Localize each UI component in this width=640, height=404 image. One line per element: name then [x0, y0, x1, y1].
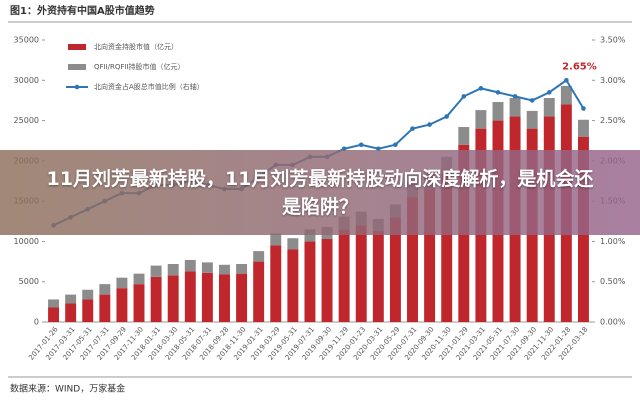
bar: [543, 98, 555, 117]
y-tick-label: 0: [34, 318, 39, 327]
annotation: 2.65%: [562, 61, 597, 72]
line-marker: [410, 126, 415, 131]
legend-swatch: [74, 84, 80, 90]
line-marker: [427, 122, 432, 127]
line-marker: [376, 146, 381, 152]
bar: [338, 229, 350, 322]
bar: [492, 102, 504, 121]
bar: [321, 239, 333, 322]
bar: [184, 259, 196, 272]
bar: [372, 230, 384, 322]
line-marker: [478, 86, 484, 91]
bar: [389, 217, 401, 322]
bar: [560, 85, 572, 105]
y2-tick-label: 0.50%: [600, 277, 626, 286]
bar: [526, 110, 538, 129]
bar: [167, 263, 179, 276]
line-marker: [529, 98, 535, 103]
bar: [65, 303, 77, 322]
line-marker: [341, 146, 347, 152]
bar: [509, 98, 521, 117]
bar: [133, 284, 145, 322]
line-marker: [581, 106, 586, 111]
bar: [270, 233, 282, 246]
bar: [65, 294, 77, 304]
y2-tick-label: 3.00%: [600, 76, 626, 85]
bar: [441, 172, 453, 322]
bar: [201, 272, 213, 322]
bar: [407, 197, 418, 322]
bar: [82, 299, 94, 322]
bar: [99, 284, 111, 295]
bar: [184, 271, 196, 322]
bar: [219, 274, 230, 322]
bar: [304, 241, 316, 322]
y2-tick-label: 1.00%: [600, 237, 626, 246]
y2-tick-label: 2.50%: [600, 116, 626, 125]
source: 数据来源：WIND，万家基金: [10, 383, 125, 395]
legend-swatch: [68, 44, 86, 50]
y-tick-label: 10000: [14, 237, 39, 246]
line-marker: [358, 142, 364, 148]
bar: [287, 249, 299, 322]
line-marker: [393, 142, 398, 148]
bar: [577, 119, 589, 137]
line-marker: [546, 90, 552, 95]
y-tick-label: 30000: [14, 76, 39, 85]
line-marker: [512, 94, 518, 99]
bar: [253, 261, 265, 322]
chart-title: 图1：外资持有中国A股市值趋势: [10, 4, 155, 17]
bar: [201, 262, 213, 273]
bar: [48, 299, 60, 308]
bar: [270, 245, 282, 322]
y-tick-label: 25000: [14, 116, 39, 125]
bar: [150, 276, 162, 322]
bar: [253, 251, 265, 262]
bar: [99, 294, 111, 322]
bar: [219, 264, 230, 275]
bar: [304, 229, 316, 242]
bar: [458, 127, 470, 145]
line-marker: [444, 114, 450, 119]
bar: [116, 288, 128, 322]
bar: [236, 263, 248, 274]
legend-label: QFII/RQFII持股市值（亿元）: [94, 62, 185, 71]
bar: [116, 277, 128, 289]
banner: 11月刘芳最新持股，11月刘芳最新持股动向深度解析，是机会还是陷阱？: [0, 150, 640, 235]
bar: [150, 265, 162, 277]
banner-text: 11月刘芳最新持股，11月刘芳最新持股动向深度解析，是机会还是陷阱？: [46, 167, 594, 218]
bar: [82, 289, 94, 300]
bar: [475, 110, 487, 129]
bar: [133, 273, 145, 285]
y2-tick-label: 0.00%: [600, 318, 626, 327]
y2-tick-label: 3.50%: [600, 36, 626, 45]
bar: [167, 275, 179, 322]
line-marker: [461, 94, 467, 99]
y-tick-label: 35000: [14, 36, 39, 45]
legend-swatch: [68, 64, 86, 70]
bar: [287, 238, 299, 250]
line-marker: [564, 77, 569, 83]
bar: [424, 189, 436, 322]
bar: [355, 225, 367, 322]
legend-label: 北向资金持股市值（亿元）: [94, 42, 178, 51]
bar: [236, 273, 248, 322]
line-marker: [495, 90, 501, 95]
legend-label: 北向资金占A股总市值比例（右轴）: [94, 82, 204, 91]
bar: [48, 307, 60, 322]
y-tick-label: 5000: [19, 277, 39, 286]
